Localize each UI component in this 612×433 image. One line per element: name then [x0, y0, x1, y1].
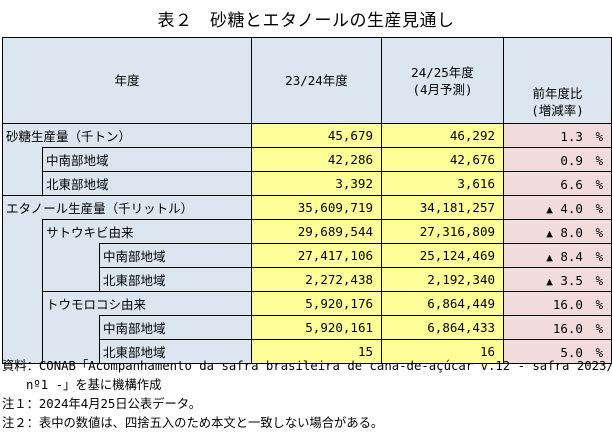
header-2324: 23/24年度 — [251, 37, 382, 124]
table-row: 砂糖生産量（千トン） 45,679 46,292 1.3 % — [2, 123, 612, 148]
note-2: 注２：表中の数値は、四捨五入のため本文と一致しない場合がある。 — [2, 416, 384, 430]
header-ratio-line1: 前年度比 — [532, 86, 583, 101]
cell-2425: 34,181,257 — [381, 195, 504, 220]
note-1: 注１：2024年4月25日公表データ。 — [2, 397, 202, 411]
table-header-row: 年度 23/24年度 24/25年度 (4月予測) 前年度比 (増減率) — [2, 37, 612, 124]
row-indent — [2, 267, 43, 292]
row-indent — [42, 243, 100, 268]
cell-2324: 2,272,438 — [251, 267, 382, 292]
table-row: トウモロコシ由来 5,920,176 6,864,449 16.0 % — [2, 291, 612, 316]
cell-ratio: ▲ 3.5 % — [503, 267, 612, 292]
cell-ratio: 16.0 % — [503, 315, 612, 340]
row-label: 中南部地域 — [42, 147, 252, 172]
table-row: 中南部地域 5,920,161 6,864,433 16.0 % — [2, 315, 612, 340]
cell-2324: 15 — [251, 339, 382, 364]
header-2425: 24/25年度 (4月予測) — [381, 37, 504, 124]
cell-2324: 35,609,719 — [251, 195, 382, 220]
row-indent — [2, 291, 43, 316]
row-indent — [2, 339, 43, 364]
header-2425-line1: 24/25年度 — [411, 64, 474, 80]
cell-2425: 6,864,433 — [381, 315, 504, 340]
table-row: 北東部地域 15 16 5.0 % — [2, 339, 612, 364]
cell-ratio: ▲ 8.4 % — [503, 243, 612, 268]
cell-ratio: ▲ 4.0 % — [503, 195, 612, 220]
header-year: 年度 — [2, 37, 252, 124]
cell-2425: 2,192,340 — [381, 267, 504, 292]
cell-2425: 25,124,469 — [381, 243, 504, 268]
cell-ratio: 6.6 % — [503, 171, 612, 196]
row-label: トウモロコシ由来 — [42, 291, 252, 316]
row-label: サトウキビ由来 — [42, 219, 252, 244]
cell-2324: 5,920,161 — [251, 315, 382, 340]
cell-2425: 16 — [381, 339, 504, 364]
table-row: 北東部地域 3,392 3,616 6.6 % — [2, 171, 612, 196]
row-label: 北東部地域 — [99, 339, 252, 364]
notes-block: 資料：CONAB「Acompanhamento da safra brasile… — [2, 357, 612, 433]
cell-2425: 42,676 — [381, 147, 504, 172]
row-indent — [2, 147, 43, 172]
cell-2324: 42,286 — [251, 147, 382, 172]
production-table: 年度 23/24年度 24/25年度 (4月予測) 前年度比 (増減率) 砂糖生… — [2, 37, 612, 364]
row-indent — [2, 243, 43, 268]
row-indent — [2, 315, 43, 340]
header-2425-line2: (4月予測) — [412, 81, 473, 97]
cell-ratio: 16.0 % — [503, 291, 612, 316]
row-label: エタノール生産量（千リットル） — [2, 195, 252, 220]
table-row: 北東部地域 2,272,438 2,192,340 ▲ 3.5 % — [2, 267, 612, 292]
row-label: 砂糖生産量（千トン） — [2, 123, 252, 148]
cell-2425: 46,292 — [381, 123, 504, 148]
cell-2425: 6,864,449 — [381, 291, 504, 316]
cell-ratio: 1.3 % — [503, 123, 612, 148]
row-label: 中南部地域 — [99, 315, 252, 340]
table-row: エタノール生産量（千リットル） 35,609,719 34,181,257 ▲ … — [2, 195, 612, 220]
header-ratio: 前年度比 (増減率) — [503, 37, 612, 124]
row-label: 北東部地域 — [42, 171, 252, 196]
header-ratio-line2: (増減率) — [531, 103, 584, 118]
row-indent — [42, 315, 100, 340]
source-note-line2: nº1 -」を基に機構作成 — [26, 378, 162, 392]
cell-ratio: 5.0 % — [503, 339, 612, 364]
cell-2324: 45,679 — [251, 123, 382, 148]
cell-ratio: ▲ 8.0 % — [503, 219, 612, 244]
cell-2425: 27,316,809 — [381, 219, 504, 244]
cell-2324: 5,920,176 — [251, 291, 382, 316]
table-row: 中南部地域 42,286 42,676 0.9 % — [2, 147, 612, 172]
decrease-triangle-icon: ▲ — [546, 251, 553, 264]
cell-2324: 3,392 — [251, 171, 382, 196]
page-title: 表２ 砂糖とエタノールの生産見通し — [157, 11, 455, 31]
row-label: 中南部地域 — [99, 243, 252, 268]
cell-ratio: 0.9 % — [503, 147, 612, 172]
source-note-line1: 資料：CONAB「Acompanhamento da safra brasile… — [2, 359, 612, 373]
decrease-triangle-icon: ▲ — [546, 227, 553, 240]
cell-2324: 27,417,106 — [251, 243, 382, 268]
row-indent — [2, 171, 43, 196]
row-indent — [2, 219, 43, 244]
table-row: サトウキビ由来 29,689,544 27,316,809 ▲ 8.0 % — [2, 219, 612, 244]
row-label: 北東部地域 — [99, 267, 252, 292]
decrease-triangle-icon: ▲ — [546, 275, 553, 288]
row-indent — [42, 267, 100, 292]
cell-2324: 29,689,544 — [251, 219, 382, 244]
decrease-triangle-icon: ▲ — [546, 203, 553, 216]
cell-2425: 3,616 — [381, 171, 504, 196]
table-row: 中南部地域 27,417,106 25,124,469 ▲ 8.4 % — [2, 243, 612, 268]
